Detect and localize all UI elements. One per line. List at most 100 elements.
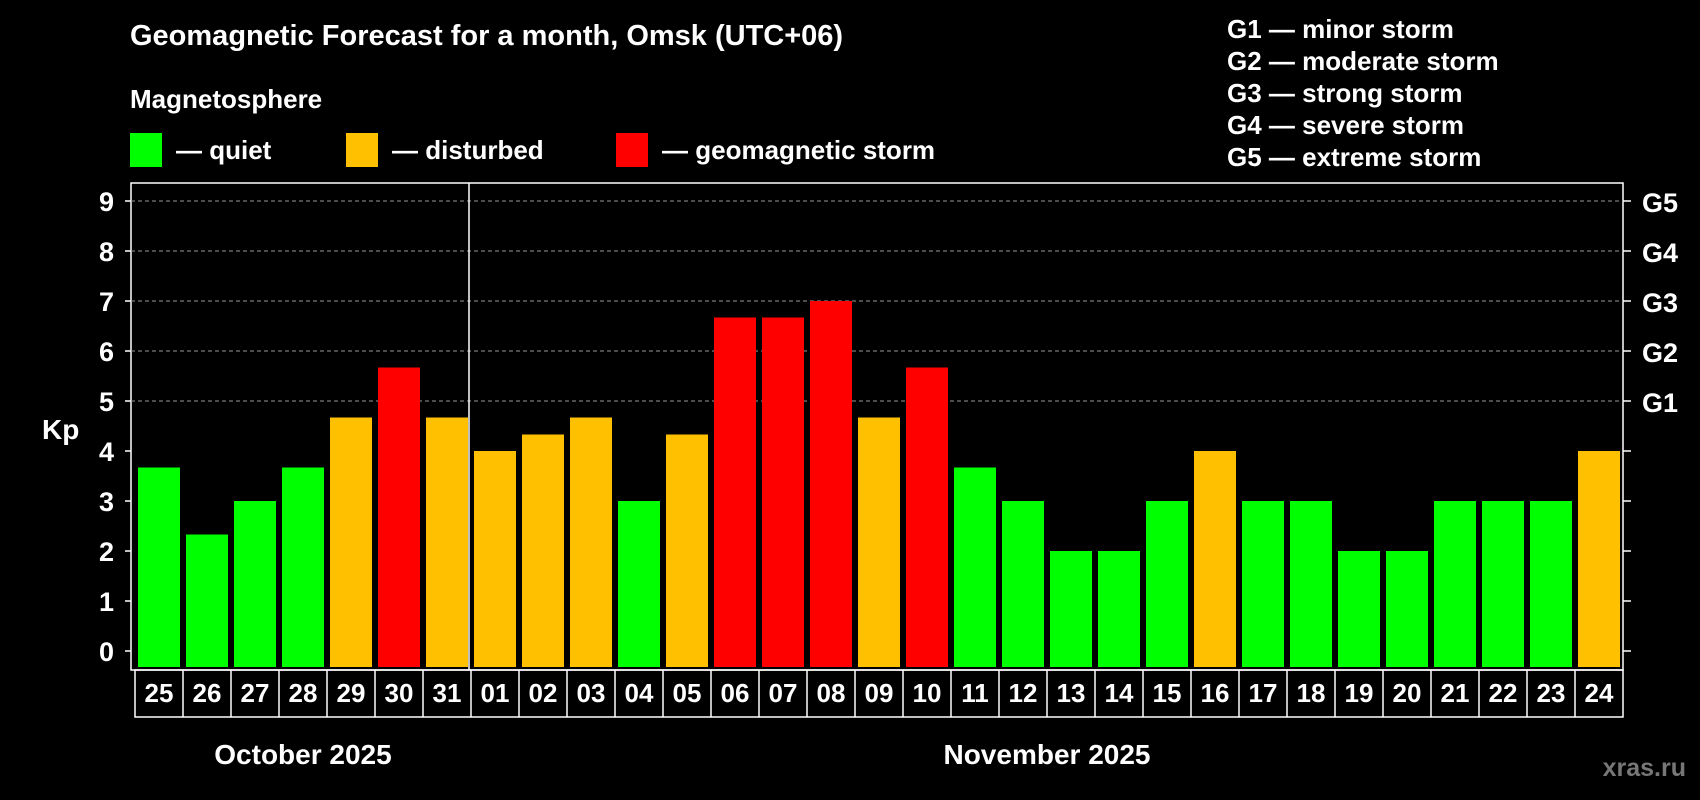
day-label-31: 31 (433, 678, 462, 708)
y-tick-label: 3 (99, 487, 114, 517)
day-label-07: 07 (769, 678, 798, 708)
bar-day-10 (906, 367, 948, 667)
bar-day-08 (810, 301, 852, 667)
bar-day-07 (762, 317, 804, 667)
day-label-11: 11 (961, 678, 989, 708)
bar-day-17 (1242, 501, 1284, 667)
bar-day-29 (330, 417, 372, 667)
day-labels-box (134, 669, 1624, 718)
magnetosphere-heading: Magnetosphere (130, 84, 323, 114)
bar-day-06 (714, 317, 756, 667)
day-label-18: 18 (1297, 678, 1326, 708)
legend-quiet-label: — quiet (176, 134, 272, 165)
legend-disturbed-label: — disturbed (392, 134, 544, 165)
right-axis-label-g4: G4 (1642, 238, 1678, 268)
day-label-08: 08 (817, 678, 846, 708)
bar-day-09 (858, 417, 900, 667)
day-label-13: 13 (1057, 678, 1086, 708)
day-label-30: 30 (385, 678, 414, 708)
legend-disturbed: — disturbed (346, 133, 544, 167)
bar-day-30 (378, 367, 420, 667)
day-label-24: 24 (1585, 678, 1614, 708)
day-label-19: 19 (1345, 678, 1374, 708)
storm-scale-g2: G2 — moderate storm (1227, 46, 1499, 76)
y-tick-label: 0 (99, 637, 114, 667)
day-label-29: 29 (337, 678, 366, 708)
yellow-square-icon (346, 133, 378, 167)
bar-day-15 (1146, 501, 1188, 667)
day-label-27: 27 (241, 678, 270, 708)
day-label-20: 20 (1393, 678, 1422, 708)
day-label-05: 05 (673, 678, 702, 708)
right-axis-label-g3: G3 (1642, 288, 1678, 318)
bar-day-12 (1002, 501, 1044, 667)
bar-day-11 (954, 467, 996, 667)
y-tick-label: 4 (99, 437, 114, 467)
bar-day-28 (282, 467, 324, 667)
bar-day-13 (1050, 551, 1092, 667)
bar-day-18 (1290, 501, 1332, 667)
day-label-28: 28 (289, 678, 318, 708)
legend-quiet: — quiet (130, 133, 271, 167)
chart-title: Geomagnetic Forecast for a month, Omsk (… (130, 20, 844, 52)
bar-day-16 (1194, 451, 1236, 667)
day-label-17: 17 (1249, 678, 1278, 708)
y-tick-label: 7 (99, 287, 114, 317)
right-axis-label-g5: G5 (1642, 188, 1678, 218)
bar-day-23 (1530, 501, 1572, 667)
storm-scale-list: G1 — minor storm G2 — moderate storm G3 … (1227, 13, 1499, 173)
bar-day-02 (522, 434, 564, 667)
day-label-26: 26 (193, 678, 222, 708)
y-tick-label: 5 (99, 387, 114, 417)
y-tick-label: 9 (99, 187, 114, 217)
day-label-12: 12 (1009, 678, 1038, 708)
bar-day-05 (666, 434, 708, 667)
legend-storm-label: — geomagnetic storm (662, 134, 936, 165)
red-square-icon (616, 133, 648, 167)
y-tick-label: 2 (99, 537, 114, 567)
bar-day-01 (474, 451, 516, 667)
watermark: xras.ru (1602, 754, 1686, 782)
day-label-01: 01 (481, 678, 510, 708)
y-tick-label: 1 (99, 587, 114, 617)
y-tick-label: 6 (99, 337, 114, 367)
bar-day-21 (1434, 501, 1476, 667)
day-label-09: 09 (865, 678, 894, 708)
storm-scale-g4: G4 — severe storm (1227, 110, 1465, 140)
day-label-22: 22 (1489, 678, 1518, 708)
day-label-23: 23 (1537, 678, 1566, 708)
right-axis-label-g2: G2 (1642, 338, 1678, 368)
right-axis-label-g1: G1 (1642, 388, 1678, 418)
day-label-04: 04 (625, 678, 654, 708)
storm-scale-g1: G1 — minor storm (1227, 14, 1454, 44)
bar-day-24 (1578, 451, 1620, 667)
day-label-16: 16 (1201, 678, 1230, 708)
day-label-03: 03 (577, 678, 606, 708)
day-label-06: 06 (721, 678, 750, 708)
bar-day-04 (618, 501, 660, 667)
bar-day-25 (138, 467, 180, 667)
day-label-10: 10 (913, 678, 942, 708)
bar-day-14 (1098, 551, 1140, 667)
storm-scale-g5: G5 — extreme storm (1227, 142, 1482, 172)
y-tick-label: 8 (99, 237, 114, 267)
green-square-icon (130, 133, 162, 167)
month-label-2: November 2025 (943, 739, 1150, 770)
bar-day-27 (234, 501, 276, 667)
storm-scale-g3: G3 — strong storm (1227, 78, 1463, 108)
bar-day-26 (186, 534, 228, 667)
legend-storm: — geomagnetic storm (616, 133, 935, 167)
day-label-14: 14 (1105, 678, 1134, 708)
bar-day-03 (570, 417, 612, 667)
day-label-21: 21 (1441, 678, 1470, 708)
day-label-02: 02 (529, 678, 558, 708)
day-label-15: 15 (1153, 678, 1182, 708)
bar-day-22 (1482, 501, 1524, 667)
bar-day-19 (1338, 551, 1380, 667)
day-label-25: 25 (145, 678, 174, 708)
bar-day-31 (426, 417, 468, 667)
month-label-1: October 2025 (214, 739, 391, 770)
bar-day-20 (1386, 551, 1428, 667)
y-axis-label: Kp (42, 414, 79, 445)
